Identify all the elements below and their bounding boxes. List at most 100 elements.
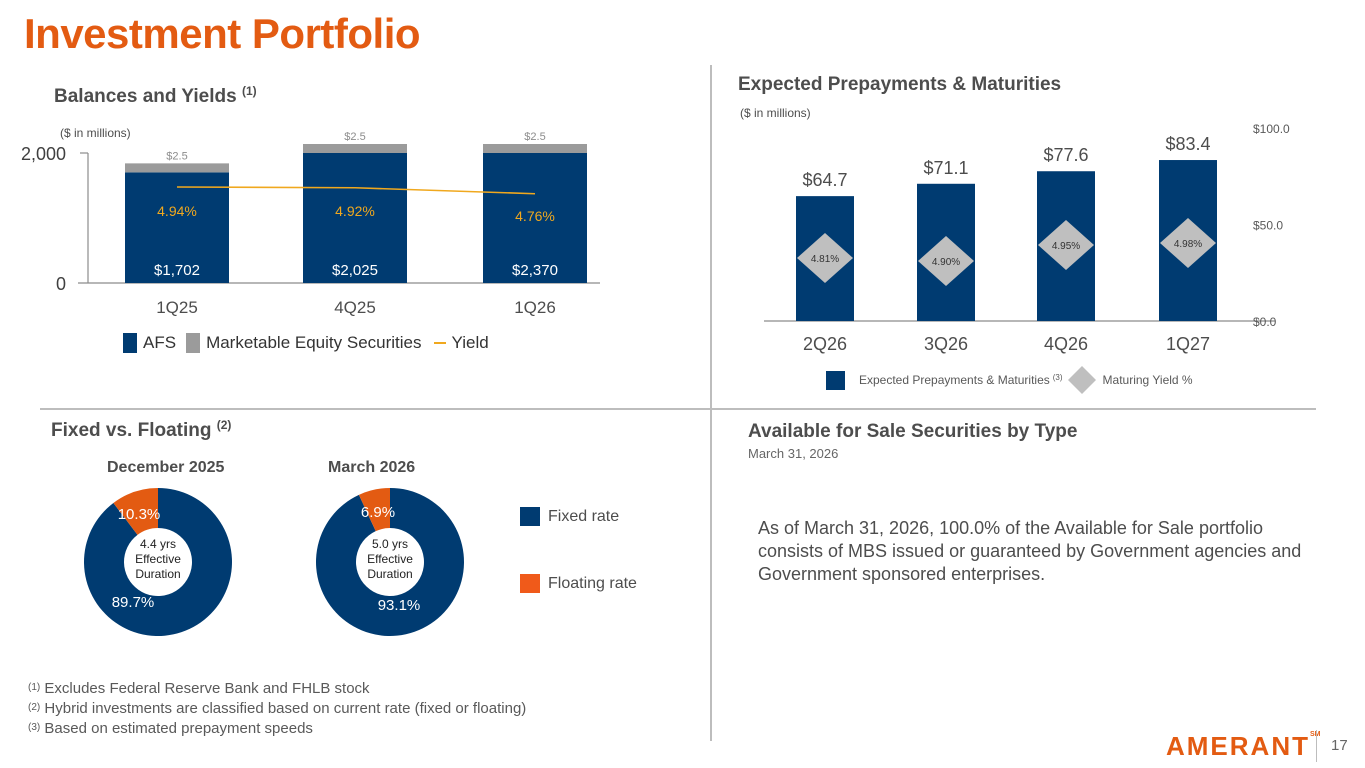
yield-diamond-label: 4.95% — [1052, 241, 1080, 252]
y-tick-label: $50.0 — [1253, 219, 1283, 233]
footnote-3-num: (3) — [28, 722, 41, 733]
yield-diamond — [918, 236, 974, 286]
horizontal-divider — [40, 408, 1316, 410]
donut-center-text: 5.0 yrs — [372, 537, 408, 551]
donut-slice-fixed — [83, 488, 233, 636]
legend-swatch-floating — [520, 574, 540, 593]
x-tick-label: 1Q25 — [156, 298, 198, 317]
donut-title-dec2025: December 2025 — [107, 459, 225, 476]
bar-afs-label: $2,025 — [332, 262, 378, 279]
bar-equity-label: $2.5 — [344, 131, 365, 143]
bar-value-label: $64.7 — [802, 170, 847, 190]
donut-title-mar2026: March 2026 — [328, 459, 416, 476]
vertical-divider — [710, 65, 712, 741]
logo-text: AMERANT — [1166, 731, 1310, 761]
yield-label: 4.92% — [335, 203, 375, 219]
amerant-logo: AMERANTSM — [1166, 731, 1321, 762]
donut-slice-floating — [358, 488, 390, 532]
pie-legend-fixed: Fixed rate — [520, 507, 619, 526]
pie-legend-floating: Floating rate — [520, 574, 637, 593]
prepayments-section-title: Expected Prepayments & Maturities — [738, 74, 1062, 95]
balances-title-text: Balances and Yields — [54, 86, 237, 107]
legend-swatch-equity — [186, 333, 201, 353]
donut-center-text: 4.4 yrs — [140, 537, 176, 551]
yield-diamond-label: 4.90% — [932, 257, 960, 268]
footnote-3: (3) Based on estimated prepayment speeds — [28, 719, 526, 739]
legend-label-fixed: Fixed rate — [548, 507, 620, 525]
y-tick-label: 0 — [56, 274, 66, 294]
x-tick-label: 4Q25 — [334, 298, 376, 317]
footnote-2: (2) Hybrid investments are classified ba… — [28, 699, 526, 719]
donut-center-text: Effective — [367, 552, 413, 566]
bar-equity-label: $2.5 — [524, 131, 545, 143]
fixed-floating-title-note: (2) — [216, 418, 232, 432]
footnote-1-text: Excludes Federal Reserve Bank and FHLB s… — [44, 680, 370, 697]
bar-afs-label: $2,370 — [512, 262, 558, 279]
donut-center-text: Effective — [135, 552, 181, 566]
legend-diamond-icon — [1067, 366, 1096, 394]
balances-section-title: Balances and Yields (1) — [54, 84, 257, 108]
yield-diamond — [797, 233, 853, 283]
bar-afs-label: $1,702 — [154, 262, 200, 279]
balances-units: ($ in millions) — [60, 126, 131, 140]
yield-diamond — [1038, 220, 1094, 270]
bar-value-label: $83.4 — [1165, 134, 1210, 154]
y-tick-label: $0.0 — [1253, 315, 1277, 329]
footnote-2-num: (2) — [28, 702, 41, 713]
legend-label-floating: Floating rate — [548, 574, 637, 592]
x-tick-label: 2Q26 — [803, 334, 847, 354]
yield-diamond — [1160, 218, 1216, 268]
balances-title-note: (1) — [241, 84, 257, 98]
legend-label-yield-pct: Maturing Yield % — [1102, 373, 1193, 387]
legend-label-afs: AFS — [143, 333, 177, 352]
page-number: 17 — [1331, 737, 1348, 754]
yield-diamond-label: 4.98% — [1174, 239, 1202, 250]
footnote-1: (1) Excludes Federal Reserve Bank and FH… — [28, 679, 526, 699]
legend-label-prepayments: Expected Prepayments & Maturities — [859, 373, 1050, 387]
legend-label-equity: Marketable Equity Securities — [206, 333, 422, 352]
donut-slice-fixed — [316, 488, 464, 636]
bar-value-label: $77.6 — [1043, 145, 1088, 165]
donut-center-text: Duration — [367, 567, 412, 581]
bar-equity-label: $2.5 — [166, 150, 187, 162]
x-tick-label: 4Q26 — [1044, 334, 1088, 354]
bar-equity — [125, 163, 229, 173]
afs-date: March 31, 2026 — [748, 446, 839, 461]
x-tick-label: 3Q26 — [924, 334, 968, 354]
bar-afs — [303, 153, 407, 283]
balances-legend: AFS Marketable Equity Securities Yield — [123, 333, 489, 353]
bar-afs — [125, 172, 229, 283]
footnote-3-text: Based on estimated prepayment speeds — [44, 720, 313, 737]
donut-label-floating: 6.9% — [361, 504, 395, 521]
legend-swatch-fixed — [520, 507, 540, 526]
legend-label-yield: Yield — [451, 333, 489, 352]
y-tick-label: 2,000 — [21, 144, 66, 164]
legend-swatch-afs — [123, 333, 137, 353]
bar-afs — [483, 153, 587, 283]
logo-divider — [1316, 730, 1317, 762]
donut-label-fixed: 93.1% — [378, 597, 421, 614]
yield-label: 4.94% — [157, 203, 197, 219]
bar-equity — [483, 144, 587, 153]
prepayments-units: ($ in millions) — [740, 106, 811, 120]
footnote-1-num: (1) — [28, 682, 41, 693]
donut-slice-floating — [113, 488, 158, 535]
footnote-2-text: Hybrid investments are classified based … — [44, 700, 527, 717]
yield-label: 4.76% — [515, 208, 555, 224]
legend-line-yield-icon — [433, 342, 446, 344]
footnotes: (1) Excludes Federal Reserve Bank and FH… — [28, 679, 526, 739]
donut-label-fixed: 89.7% — [112, 594, 155, 611]
prepayments-chart: $0.0 $50.0 $100.0 $64.7 2Q26 $71.1 3Q26 $77.6 4… — [764, 122, 1290, 354]
yield-diamond-label: 4.81% — [811, 254, 839, 265]
legend-note-prepayments: (3) — [1052, 372, 1063, 382]
logo-service-mark: SM — [1310, 731, 1321, 738]
afs-section-title: Available for Sale Securities by Type — [748, 421, 1078, 442]
fixed-floating-title-text: Fixed vs. Floating — [51, 420, 212, 441]
yield-line — [176, 186, 536, 195]
page-title: Investment Portfolio — [24, 10, 421, 57]
balances-chart: 2,000 0 $2.5 $1,702 1Q25 $2.5 $2,025 4Q25 $2.5 $… — [21, 131, 600, 317]
donut-center-text: Duration — [135, 567, 180, 581]
bar-equity — [303, 144, 407, 153]
